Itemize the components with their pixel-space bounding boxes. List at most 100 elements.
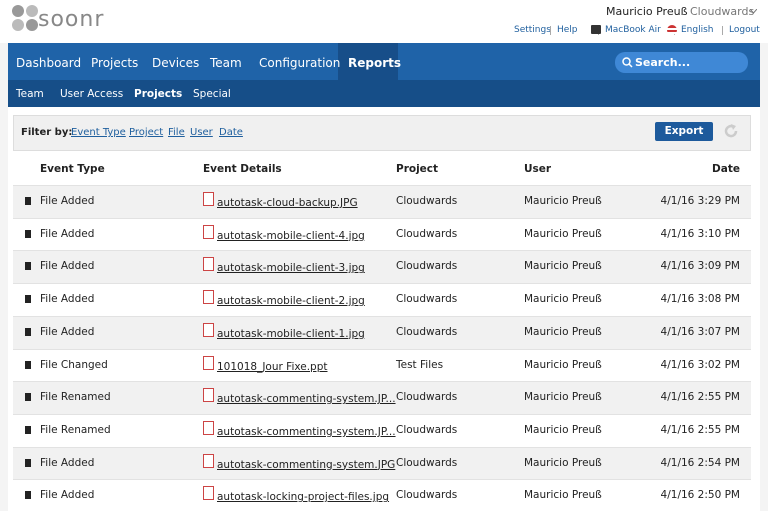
- project: Cloudwards: [396, 293, 458, 306]
- column-header: Project: [396, 163, 439, 175]
- date: 4/1/16 2:50 PM: [660, 489, 740, 502]
- search-placeholder: Search...: [635, 56, 691, 69]
- event-details[interactable]: autotask-mobile-client-4.jpg: [217, 229, 365, 242]
- filter-link[interactable]: Project: [129, 127, 164, 138]
- nav-tab[interactable]: Dashboard: [16, 56, 82, 70]
- file-icon: [25, 393, 31, 402]
- table-row: [13, 217, 751, 251]
- doc-icon: [203, 420, 214, 435]
- event-details[interactable]: 101018_Jour Fixe.ppt: [217, 360, 328, 373]
- table-row: [13, 283, 751, 317]
- user: Mauricio Preuß: [524, 260, 602, 273]
- header-link[interactable]: English: [681, 25, 714, 35]
- column-header: Date: [712, 163, 740, 175]
- doc-icon: [203, 355, 214, 370]
- event-type: File Added: [40, 260, 95, 273]
- project: Cloudwards: [396, 260, 458, 273]
- project: Cloudwards: [396, 489, 458, 502]
- subnav-tab[interactable]: User Access: [60, 88, 124, 100]
- table-row: [13, 381, 751, 415]
- dropdown-arrow: [750, 9, 757, 14]
- export-label[interactable]: Export: [664, 125, 704, 137]
- header-link[interactable]: Settings: [514, 25, 551, 35]
- header: soonr Mauricio Preuß Cloudwards: [0, 0, 768, 43]
- content-panel: Filter by: Export Event Type Project File U…: [8, 107, 760, 511]
- subnav-tab[interactable]: Team: [16, 88, 44, 100]
- event-type: File Added: [40, 227, 95, 240]
- file-icon: [25, 458, 31, 467]
- doc-icon: [203, 453, 214, 468]
- event-type: File Added: [40, 195, 95, 207]
- doc-icon: [203, 290, 214, 305]
- event-details[interactable]: autotask-mobile-client-3.jpg: [217, 262, 365, 275]
- header-link[interactable]: MacBook Air: [605, 25, 661, 35]
- project: Cloudwards: [396, 325, 458, 338]
- user: Mauricio Preuß: [524, 325, 602, 338]
- user: Mauricio Preuß: [524, 489, 602, 502]
- user: Mauricio Preuß: [524, 358, 602, 371]
- refresh-icon[interactable]: [722, 122, 740, 140]
- subnav-tab[interactable]: Projects: [134, 88, 183, 100]
- search-box[interactable]: [615, 52, 748, 73]
- nav-tab[interactable]: Configuration: [259, 56, 341, 70]
- table-row: [13, 250, 751, 284]
- filter-link[interactable]: Date: [219, 127, 243, 138]
- nav-tab[interactable]: Projects: [91, 56, 139, 70]
- table-row: [13, 315, 751, 349]
- date: 4/1/16 2:55 PM: [660, 423, 740, 436]
- event-details[interactable]: autotask-commenting-system.JPG: [217, 458, 396, 471]
- event-details[interactable]: autotask-commenting-system.JP...: [217, 425, 396, 438]
- date: 4/1/16 3:02 PM: [660, 358, 740, 371]
- project: Cloudwards: [396, 195, 458, 207]
- filter-bar: [13, 115, 751, 151]
- doc-icon: [203, 486, 214, 501]
- column-header: Event Details: [203, 163, 282, 175]
- project: Cloudwards: [396, 391, 458, 404]
- date: 4/1/16 3:08 PM: [660, 293, 740, 306]
- project: Cloudwards: [396, 423, 458, 436]
- nav-tab[interactable]: Reports: [348, 56, 402, 70]
- event-details[interactable]: autotask-mobile-client-1.jpg: [217, 327, 365, 340]
- user: Mauricio Preuß: [524, 391, 602, 404]
- sub-nav: Team User Access Projects Special: [8, 80, 760, 107]
- filter-link[interactable]: File: [168, 127, 185, 138]
- event-type: File Added: [40, 456, 95, 469]
- separator: [722, 26, 723, 35]
- event-details[interactable]: autotask-locking-project-files.jpg: [217, 491, 390, 504]
- event-type: File Added: [40, 293, 95, 306]
- filter-link[interactable]: User: [190, 127, 213, 138]
- date: 4/1/16 2:54 PM: [660, 456, 740, 469]
- event-details[interactable]: autotask-mobile-client-2.jpg: [217, 295, 365, 308]
- project: Cloudwards: [396, 456, 458, 469]
- nav-tab[interactable]: Devices: [152, 56, 200, 70]
- account[interactable]: Cloudwards: [690, 5, 755, 18]
- table-row: [13, 348, 751, 382]
- event-details[interactable]: autotask-commenting-system.JP...: [217, 393, 396, 406]
- device-icon: [591, 25, 601, 34]
- event-type: File Added: [40, 325, 95, 338]
- header-link[interactable]: Logout: [729, 25, 760, 35]
- nav-tab[interactable]: Team: [210, 56, 242, 70]
- table-row: [13, 479, 751, 511]
- user: Mauricio Preuß: [524, 293, 602, 306]
- project: Test Files: [396, 358, 444, 371]
- user: Mauricio Preuß: [524, 423, 602, 436]
- project: Cloudwards: [396, 227, 458, 240]
- separator: [550, 26, 551, 35]
- doc-icon: [203, 388, 214, 403]
- subnav-tab[interactable]: Special: [193, 88, 231, 100]
- event-type: File Renamed: [40, 423, 111, 436]
- doc-icon: [203, 224, 214, 239]
- event-type: File Added: [40, 489, 95, 502]
- nav-bar: Search... Dashboard Projects Devices Team Co…: [8, 43, 760, 80]
- column-header: User: [524, 163, 552, 175]
- header-link[interactable]: Help: [557, 25, 578, 35]
- user: Mauricio Preuß: [524, 456, 602, 469]
- event-details[interactable]: autotask-cloud-backup.JPG: [217, 197, 358, 209]
- export-button[interactable]: [655, 122, 713, 141]
- user-name[interactable]: Mauricio Preuß: [606, 5, 688, 18]
- file-icon: [25, 262, 31, 271]
- filter-link[interactable]: Event Type: [71, 127, 126, 138]
- table-row: [13, 185, 751, 218]
